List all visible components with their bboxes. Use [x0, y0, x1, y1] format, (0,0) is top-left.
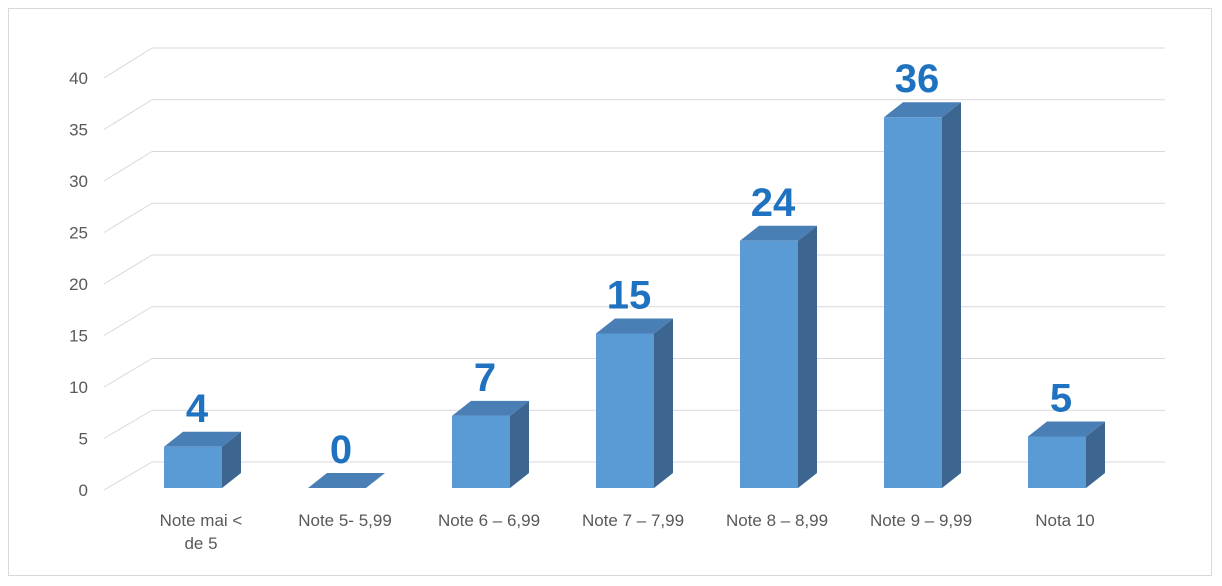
- y-tick-label: 25: [69, 224, 88, 243]
- bar-side: [798, 225, 817, 489]
- bar: [1028, 421, 1105, 488]
- gridline-diagonal: [103, 254, 153, 285]
- bar-front: [1028, 436, 1086, 488]
- bar-side: [222, 431, 241, 488]
- gridline-diagonal: [103, 202, 153, 233]
- y-tick-label: 0: [79, 481, 88, 500]
- gridline-diagonal: [103, 99, 153, 130]
- gridline-diagonal: [103, 409, 153, 439]
- bars: [164, 102, 1105, 489]
- data-label: 5: [1050, 377, 1072, 421]
- data-labels: 4 0 7 15 24 36 5: [186, 57, 1072, 472]
- bar-top: [884, 102, 961, 118]
- y-axis-ticks: 0 5 10 15 20 25 30 35 40: [69, 69, 88, 500]
- gridline-diagonal: [103, 47, 153, 79]
- data-label: 0: [330, 428, 352, 472]
- data-label: 7: [474, 356, 496, 400]
- chart-frame: 0 5 10 15 20 25 30 35 40 4 0 7 15 24 36 5 Note mai < de…: [8, 8, 1212, 576]
- category-label: Note 8 – 8,99: [726, 511, 828, 530]
- category-label: Note 9 – 9,99: [870, 511, 972, 530]
- bar-front: [884, 117, 942, 488]
- bar: [452, 400, 529, 488]
- gridline-diagonal: [103, 306, 153, 336]
- bar-front: [164, 446, 222, 488]
- bar-side: [654, 318, 673, 488]
- gridline-diagonal: [103, 358, 153, 388]
- y-tick-label: 35: [69, 121, 88, 140]
- category-label: Nota 10: [1035, 511, 1095, 530]
- bar-top: [308, 473, 385, 488]
- category-label: Note 6 – 6,99: [438, 511, 540, 530]
- bar-side: [1086, 421, 1105, 488]
- bar-front: [452, 415, 510, 488]
- bar-top: [1028, 421, 1105, 437]
- data-label: 36: [895, 57, 940, 101]
- bar-front: [596, 333, 654, 488]
- category-labels: Note mai < de 5 Note 5- 5,99 Note 6 – 6,99 N…: [160, 511, 1095, 553]
- bar: [164, 431, 241, 488]
- y-tick-label: 20: [69, 275, 88, 294]
- bar-side: [942, 102, 961, 488]
- bar: [884, 102, 961, 488]
- y-tick-label: 40: [69, 69, 88, 88]
- bar: [308, 473, 385, 488]
- category-label: Note 7 – 7,99: [582, 511, 684, 530]
- y-tick-label: 15: [69, 327, 88, 346]
- bar-top: [452, 400, 529, 416]
- bar-top: [740, 225, 817, 241]
- gridline-diagonal: [103, 461, 153, 491]
- gridline-diagonal: [103, 151, 153, 182]
- y-tick-label: 10: [69, 378, 88, 397]
- data-label: 15: [607, 274, 652, 318]
- y-tick-label: 30: [69, 172, 88, 191]
- bar: [740, 225, 817, 489]
- category-label: Note mai < de 5: [160, 511, 243, 553]
- y-tick-label: 5: [79, 430, 88, 449]
- bar-front: [740, 240, 798, 488]
- bar-top: [596, 318, 673, 334]
- bar-side: [510, 400, 529, 488]
- bar: [596, 318, 673, 488]
- data-label: 4: [186, 387, 209, 431]
- category-label: Note 5- 5,99: [298, 511, 392, 530]
- bar-top: [164, 431, 241, 447]
- data-label: 24: [751, 181, 796, 225]
